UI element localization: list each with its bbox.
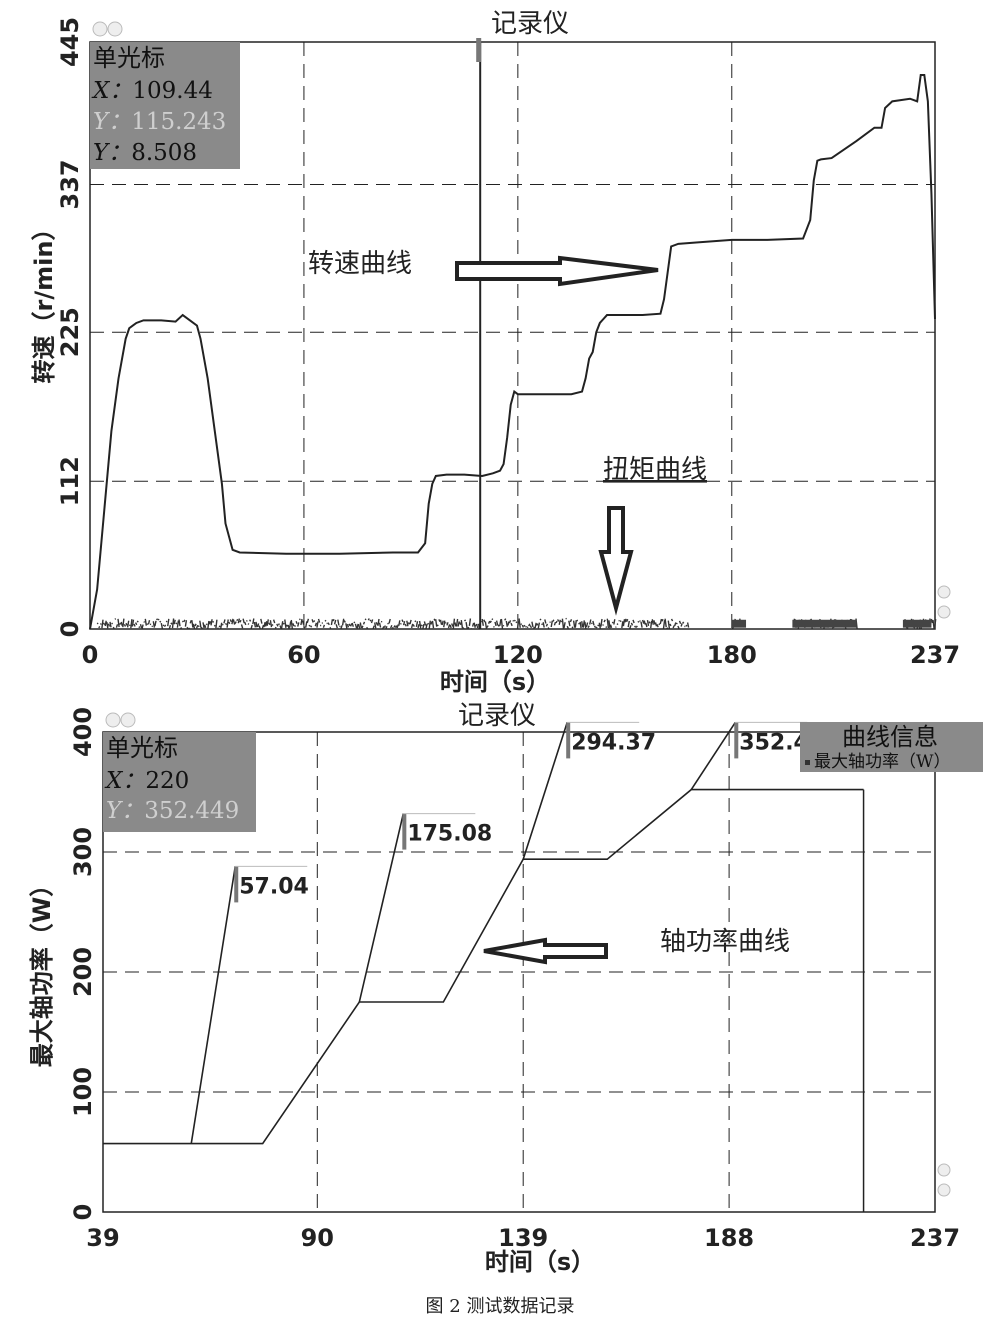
x-tick-label: 237 [910,1224,960,1252]
data-label: 175.08 [407,822,492,847]
y-tick-label: 0 [56,621,84,638]
speed-cursor-info-bg [90,42,240,169]
speed-y-axis-label: 转速（r/min） [30,217,58,384]
speed-recorder-label: 记录仪 [491,9,569,39]
y-tick-label: 225 [56,307,84,357]
speed-cursor-y1-row: Y：115.243 [93,109,226,135]
scroll-icon[interactable] [937,1163,951,1197]
label-marker [566,722,571,759]
x-tick-label: 39 [86,1224,119,1252]
y-tick-label: 300 [69,827,97,877]
power-x-axis-label: 时间（s） [485,1248,595,1276]
power-cursor-x-row: X：220 [104,768,189,794]
torque-block [902,619,932,628]
power-legend-title: 曲线信息 [842,723,938,751]
x-tick-label: 60 [287,641,320,669]
power-recorder-label: 记录仪 [458,701,536,731]
power-legend: 曲线信息 最大轴功率（W） [800,722,983,772]
zoom-icon[interactable] [105,712,136,728]
label-marker [234,866,239,903]
y-tick-label: 400 [69,707,97,757]
y-tick-label: 337 [56,159,84,209]
power-cursor-info-box: 单光标 X：220 Y：352.449 [103,732,256,832]
scroll-icon[interactable] [937,585,951,619]
label-leader-line [190,866,237,1144]
x-tick-label: 0 [82,641,99,669]
x-tick-label: 120 [493,641,543,669]
power-curve-annotation: 轴功率曲线 [660,927,790,957]
speed-x-axis-label: 时间（s） [440,668,550,696]
y-tick-label: 0 [69,1204,97,1221]
label-leader-line [690,721,736,791]
x-tick-label: 180 [707,641,757,669]
power-legend-bg [800,722,983,772]
y-tick-label: 100 [69,1067,97,1117]
zoom-icon[interactable] [92,21,123,37]
right-arrow-icon [455,255,659,287]
x-tick-label: 188 [704,1224,754,1252]
speed-x-ticks: 0 60 120 180 237 [82,641,960,669]
y-tick-label: 112 [56,456,84,506]
figure-caption: 图 2 测试数据记录 [426,1296,575,1317]
speed-plot-frame [89,41,936,630]
speed-y-ticks: 0 112 225 337 445 [56,17,84,637]
torque-curve-annotation: 扭矩曲线 [603,455,707,485]
label-marker [734,722,739,759]
power-y-axis-label: 最大轴功率（W） [28,873,56,1067]
speed-cursor-handle[interactable] [476,38,482,62]
data-label: 294.37 [571,730,656,755]
speed-gridlines [90,42,935,629]
label-leader-line [358,813,405,1003]
torque-block [792,619,857,628]
power-gridlines [103,732,935,1212]
speed-cursor-title: 单光标 [93,44,165,72]
torque-curve [96,617,937,630]
speed-cursor-y2-row: Y：8.508 [93,140,197,166]
power-legend-entry: 最大轴功率（W） [814,752,950,772]
speed-cursor-x-row: X：109.44 [91,78,213,104]
x-tick-label: 139 [498,1224,548,1252]
y-tick-label: 200 [69,947,97,997]
speed-curve-annotation: 转速曲线 [308,249,412,279]
legend-marker [805,760,810,765]
x-tick-label: 237 [910,641,960,669]
speed-cursor-info-box: 单光标 X：109.44 Y：115.243 Y：8.508 [90,42,240,169]
left-arrow-icon [483,937,608,965]
torque-block [731,619,747,628]
power-curve [103,788,864,1145]
power-x-ticks: 39 90 139 188 237 [86,1224,960,1252]
data-label: 57.04 [239,874,309,899]
down-arrow-icon [598,506,634,616]
y-tick-label: 445 [56,17,84,67]
power-cursor-info-bg [103,732,256,832]
speed-curve [89,73,936,630]
label-marker [402,813,407,850]
speed-chart: 0 112 225 337 445 0 60 120 180 237 记录仪 时间（s） 转速（… [30,9,960,696]
x-tick-label: 90 [301,1224,334,1252]
power-y-ticks: 0 100 200 300 400 [69,707,97,1220]
power-cursor-y1-row: Y：352.449 [106,798,239,824]
power-cursor-title: 单光标 [106,734,178,762]
label-leader-line [522,722,568,860]
